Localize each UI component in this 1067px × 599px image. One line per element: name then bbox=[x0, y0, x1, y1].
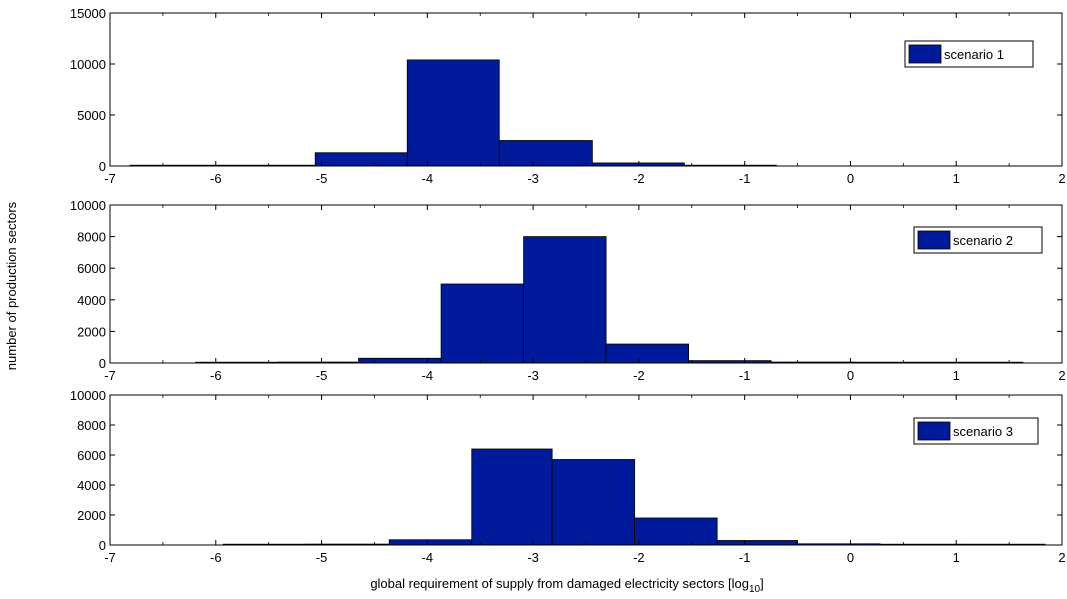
y-axis-label: number of production sectors bbox=[4, 201, 19, 370]
x-tick-label: -2 bbox=[633, 550, 645, 565]
bar-2-3 bbox=[358, 357, 442, 364]
y-tick-label: 10000 bbox=[70, 388, 106, 403]
x-tick-label: 1 bbox=[953, 171, 960, 186]
y-tick-label: 0 bbox=[99, 538, 106, 553]
y-tick-label: 10000 bbox=[70, 198, 106, 213]
x-tick-label: -4 bbox=[422, 171, 434, 186]
bar-2-6 bbox=[605, 343, 690, 364]
y-tick-label: 2000 bbox=[77, 324, 106, 339]
bar-1-3 bbox=[314, 152, 408, 167]
legend-label: scenario 1 bbox=[944, 47, 1004, 62]
legend-label: scenario 2 bbox=[953, 233, 1013, 248]
panels: -7 -6 -5 -4 -3 -2 -1 0 1 2050001000015000scenario… bbox=[70, 6, 1066, 565]
x-tick-label: 2 bbox=[1058, 368, 1065, 383]
x-tick-label: -3 bbox=[527, 368, 539, 383]
y-tick-label: 5000 bbox=[77, 108, 106, 123]
x-tick-label: -5 bbox=[316, 171, 328, 186]
y-tick-label: 4000 bbox=[77, 293, 106, 308]
legend-swatch bbox=[917, 230, 951, 250]
bar-3-5 bbox=[551, 459, 636, 546]
panel-1: -7 -6 -5 -4 -3 -2 -1 0 1 2 0 5000 10000 15000 scenario… bbox=[70, 6, 1066, 186]
legend-1: scenario 1 bbox=[904, 40, 1034, 68]
x-axis-label-subscript: 10 bbox=[749, 584, 761, 595]
legend-2: scenario 2 bbox=[913, 226, 1043, 254]
x-tick-label: -7 bbox=[104, 550, 116, 565]
bar-3-7 bbox=[716, 540, 798, 546]
y-tick-label: 0 bbox=[99, 356, 106, 371]
legend-3: scenario 3 bbox=[913, 417, 1039, 445]
x-tick-label: -6 bbox=[210, 171, 222, 186]
x-tick-label: -1 bbox=[739, 368, 751, 383]
x-tick-label: -4 bbox=[422, 550, 434, 565]
bar-2-5 bbox=[523, 236, 607, 364]
x-tick-label: 2 bbox=[1058, 550, 1065, 565]
x-tick-label: 0 bbox=[847, 368, 854, 383]
bar-1-5 bbox=[498, 140, 593, 167]
panel-3: -7 -6 -5 -4 -3 -2 -1 0 1 2 0 2000 4000 6000 8000 10000 s… bbox=[70, 388, 1066, 565]
x-tick-label: -5 bbox=[316, 550, 328, 565]
y-tick-label: 0 bbox=[99, 159, 106, 174]
y-tick-label: 8000 bbox=[77, 418, 106, 433]
panel-2: -7 -6 -5 -4 -3 -2 -1 0 1 2 0 2000 4000 6000 8000 10000 s… bbox=[70, 198, 1066, 383]
x-tick-label: -7 bbox=[104, 368, 116, 383]
y-tick-label: 6000 bbox=[77, 261, 106, 276]
x-tick-label: -7 bbox=[104, 171, 116, 186]
bar-3-4 bbox=[471, 448, 553, 546]
x-tick-label: -4 bbox=[422, 368, 434, 383]
x-tick-label: -1 bbox=[739, 171, 751, 186]
x-tick-label: -1 bbox=[739, 550, 751, 565]
x-tick-label: -3 bbox=[527, 550, 539, 565]
x-tick-label: -2 bbox=[633, 368, 645, 383]
x-axis-label-end: ] bbox=[760, 576, 764, 591]
x-tick-label: 1 bbox=[953, 550, 960, 565]
x-axis-label-main: global requirement of supply from damage… bbox=[370, 576, 749, 591]
legend-label: scenario 3 bbox=[953, 424, 1013, 439]
y-tick-label: 10000 bbox=[70, 57, 106, 72]
x-tick-label: -3 bbox=[527, 171, 539, 186]
bar-1-4 bbox=[406, 59, 500, 167]
y-tick-label: 15000 bbox=[70, 6, 106, 21]
y-tick-label: 2000 bbox=[77, 508, 106, 523]
x-tick-label: -6 bbox=[210, 550, 222, 565]
x-tick-label: 0 bbox=[847, 171, 854, 186]
x-tick-label: 0 bbox=[847, 550, 854, 565]
x-tick-label: -2 bbox=[633, 171, 645, 186]
x-axis-label: global requirement of supply from damage… bbox=[370, 576, 763, 595]
bar-3-3 bbox=[388, 539, 473, 546]
bar-2-4 bbox=[440, 283, 524, 364]
y-tick-label: 4000 bbox=[77, 478, 106, 493]
x-tick-label: -6 bbox=[210, 368, 222, 383]
x-tick-label: 2 bbox=[1058, 171, 1065, 186]
legend-swatch bbox=[917, 421, 951, 441]
y-tick-label: 8000 bbox=[77, 230, 106, 245]
bar-3-6 bbox=[634, 517, 718, 546]
x-tick-label: -5 bbox=[316, 368, 328, 383]
legend-swatch bbox=[908, 44, 942, 64]
x-tick-label: 1 bbox=[953, 368, 960, 383]
y-tick-label: 6000 bbox=[77, 448, 106, 463]
